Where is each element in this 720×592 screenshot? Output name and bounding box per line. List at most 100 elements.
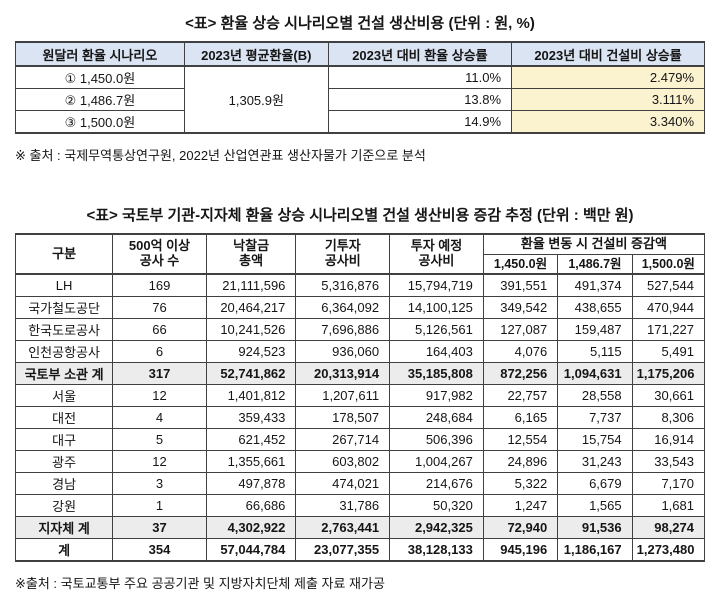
summary-row: 지자체 계 37 4,302,922 2,763,441 2,942,325 72,940… (14, 515, 706, 539)
change-1450-cell: 945,196 (482, 537, 559, 562)
table2-col-project-count: 500억 이상 공사 수 (112, 233, 207, 275)
planned-cost-cell: 5,126,561 (389, 317, 484, 341)
table1-col-rate-increase: 2023년 대비 환율 상승률 (327, 41, 513, 67)
project-count-cell: 3 (112, 471, 207, 495)
category-cell: 서울 (14, 383, 114, 407)
project-count-cell: 76 (112, 295, 207, 319)
table-row: ③ 1,500.0원 14.9% 3.340% (15, 110, 705, 134)
table-row: 국가철도공단 76 20,464,217 6,364,092 14,100,125 349… (14, 295, 706, 319)
invested-cost-cell: 2,763,441 (295, 515, 391, 539)
change-1450-cell: 22,757 (482, 383, 559, 407)
invested-cost-cell: 5,316,876 (295, 273, 391, 297)
planned-cost-cell: 50,320 (389, 493, 484, 517)
project-count-cell: 317 (112, 361, 207, 385)
change-1500-cell: 470,944 (631, 295, 706, 319)
change-1486-cell: 1,094,631 (557, 361, 633, 385)
change-1486-cell: 1,565 (557, 493, 633, 517)
table2-source-note: ※출처 : 국토교통부 주요 공공기관 및 지방자치단체 제출 자료 재가공 (15, 575, 385, 591)
table-row: 한국도로공사 66 10,241,526 7,696,886 5,126,561 127,… (14, 317, 706, 341)
invested-cost-cell: 20,313,914 (295, 361, 391, 385)
change-1450-cell: 872,256 (482, 361, 559, 385)
category-cell: 지자체 계 (14, 515, 114, 539)
category-cell: 강원 (14, 493, 114, 517)
cost-increase-cell: 2.479% (511, 65, 705, 89)
change-1450-cell: 4,076 (482, 339, 559, 363)
table-row: 서울 12 1,401,812 1,207,611 917,982 22,757 28,55… (14, 383, 706, 407)
change-1486-cell: 31,243 (557, 449, 633, 473)
avg-rate-cell: 1,305.9원 (183, 65, 329, 134)
table2-col-award-total: 낙찰금 총액 (205, 233, 297, 275)
award-total-cell: 52,741,862 (205, 361, 297, 385)
planned-cost-cell: 164,403 (389, 339, 484, 363)
award-total-cell: 497,878 (205, 471, 297, 495)
scenario-cell: ③ 1,500.0원 (15, 110, 185, 134)
award-total-cell: 1,401,812 (205, 383, 297, 407)
project-count-cell: 169 (112, 273, 207, 297)
table-row: ② 1,486.7원 13.8% 3.111% (15, 88, 705, 111)
table1-col-avg-rate: 2023년 평균환율(B) (183, 41, 329, 67)
change-1486-cell: 5,115 (557, 339, 633, 363)
invested-cost-cell: 31,786 (295, 493, 391, 517)
project-count-cell: 1 (112, 493, 207, 517)
table2-header: 구분 500억 이상 공사 수 낙찰금 총액 기투자 공사비 투자 예정 공사비… (14, 233, 706, 275)
change-1486-cell: 91,536 (557, 515, 633, 539)
rate-increase-cell: 13.8% (327, 88, 513, 111)
table-row: ① 1,450.0원 1,305.9원 11.0% 2.479% (15, 65, 705, 134)
table-row: 대구 5 621,452 267,714 506,396 12,554 15,754 16,9… (14, 427, 706, 451)
change-1486-cell: 491,374 (557, 273, 633, 297)
scenario-1450-header: 1,450.0원 (482, 253, 559, 275)
table-row: 인천공항공사 6 924,523 936,060 164,403 4,076 5,115 5,… (14, 339, 706, 363)
table-row: 광주 12 1,355,661 603,802 1,004,267 24,896 31,24… (14, 449, 706, 473)
invested-cost-cell: 178,507 (295, 405, 391, 429)
table-row: LH 169 21,111,596 5,316,876 15,794,719 391,55… (14, 273, 706, 297)
table1-source-note: ※ 출처 : 국제무역통상연구원, 2022년 산업연관표 생산자물가 기준으로… (15, 148, 426, 163)
category-cell: 대전 (14, 405, 114, 429)
planned-cost-cell: 38,128,133 (389, 537, 484, 562)
rate-increase-cell: 11.0% (327, 65, 513, 89)
summary-row: 계 354 57,044,784 23,077,355 38,128,133 945,19… (14, 537, 706, 562)
summary-row: 국토부 소관 계 317 52,741,862 20,313,914 35,185,80… (14, 361, 706, 385)
project-count-cell: 37 (112, 515, 207, 539)
change-1450-cell: 12,554 (482, 427, 559, 451)
planned-cost-cell: 917,982 (389, 383, 484, 407)
project-count-cell: 12 (112, 383, 207, 407)
category-cell: 국토부 소관 계 (14, 361, 114, 385)
change-1500-cell: 5,491 (631, 339, 706, 363)
category-cell: LH (14, 273, 114, 297)
invested-cost-cell: 267,714 (295, 427, 391, 451)
change-1486-cell: 159,487 (557, 317, 633, 341)
scenario-1486-header: 1,486.7원 (557, 253, 633, 275)
category-cell: 한국도로공사 (14, 317, 114, 341)
change-1486-cell: 28,558 (557, 383, 633, 407)
cost-increase-cell: 3.340% (511, 110, 705, 134)
change-1486-cell: 1,186,167 (557, 537, 633, 562)
award-total-cell: 20,464,217 (205, 295, 297, 319)
change-1500-cell: 171,227 (631, 317, 706, 341)
change-1500-cell: 33,543 (631, 449, 706, 473)
invested-cost-cell: 603,802 (295, 449, 391, 473)
project-count-cell: 4 (112, 405, 207, 429)
project-count-cell: 66 (112, 317, 207, 341)
table2-title: <표> 국토부 기관-지자체 환율 상승 시나리오별 건설 생산비용 증감 추정… (86, 207, 634, 224)
change-1500-cell: 1,175,206 (631, 361, 706, 385)
planned-cost-cell: 14,100,125 (389, 295, 484, 319)
award-total-cell: 4,302,922 (205, 515, 297, 539)
rate-increase-cell: 14.9% (327, 110, 513, 134)
table1-body: ① 1,450.0원 1,305.9원 11.0% 2.479% ② 1,486… (15, 65, 705, 134)
invested-cost-cell: 936,060 (295, 339, 391, 363)
change-1500-cell: 16,914 (631, 427, 706, 451)
cost-increase-cell: 3.111% (511, 88, 705, 111)
award-total-cell: 66,686 (205, 493, 297, 517)
invested-cost-cell: 23,077,355 (295, 537, 391, 562)
planned-cost-cell: 35,185,808 (389, 361, 484, 385)
project-count-cell: 354 (112, 537, 207, 562)
table2-col-invested-cost: 기투자 공사비 (295, 233, 391, 275)
table1-header: 원달러 환율 시나리오 2023년 평균환율(B) 2023년 대비 환율 상승… (15, 41, 705, 67)
planned-cost-cell: 1,004,267 (389, 449, 484, 473)
award-total-cell: 57,044,784 (205, 537, 297, 562)
category-cell: 계 (14, 537, 114, 562)
change-1500-cell: 527,544 (631, 273, 706, 297)
invested-cost-cell: 7,696,886 (295, 317, 391, 341)
change-1500-cell: 1,681 (631, 493, 706, 517)
